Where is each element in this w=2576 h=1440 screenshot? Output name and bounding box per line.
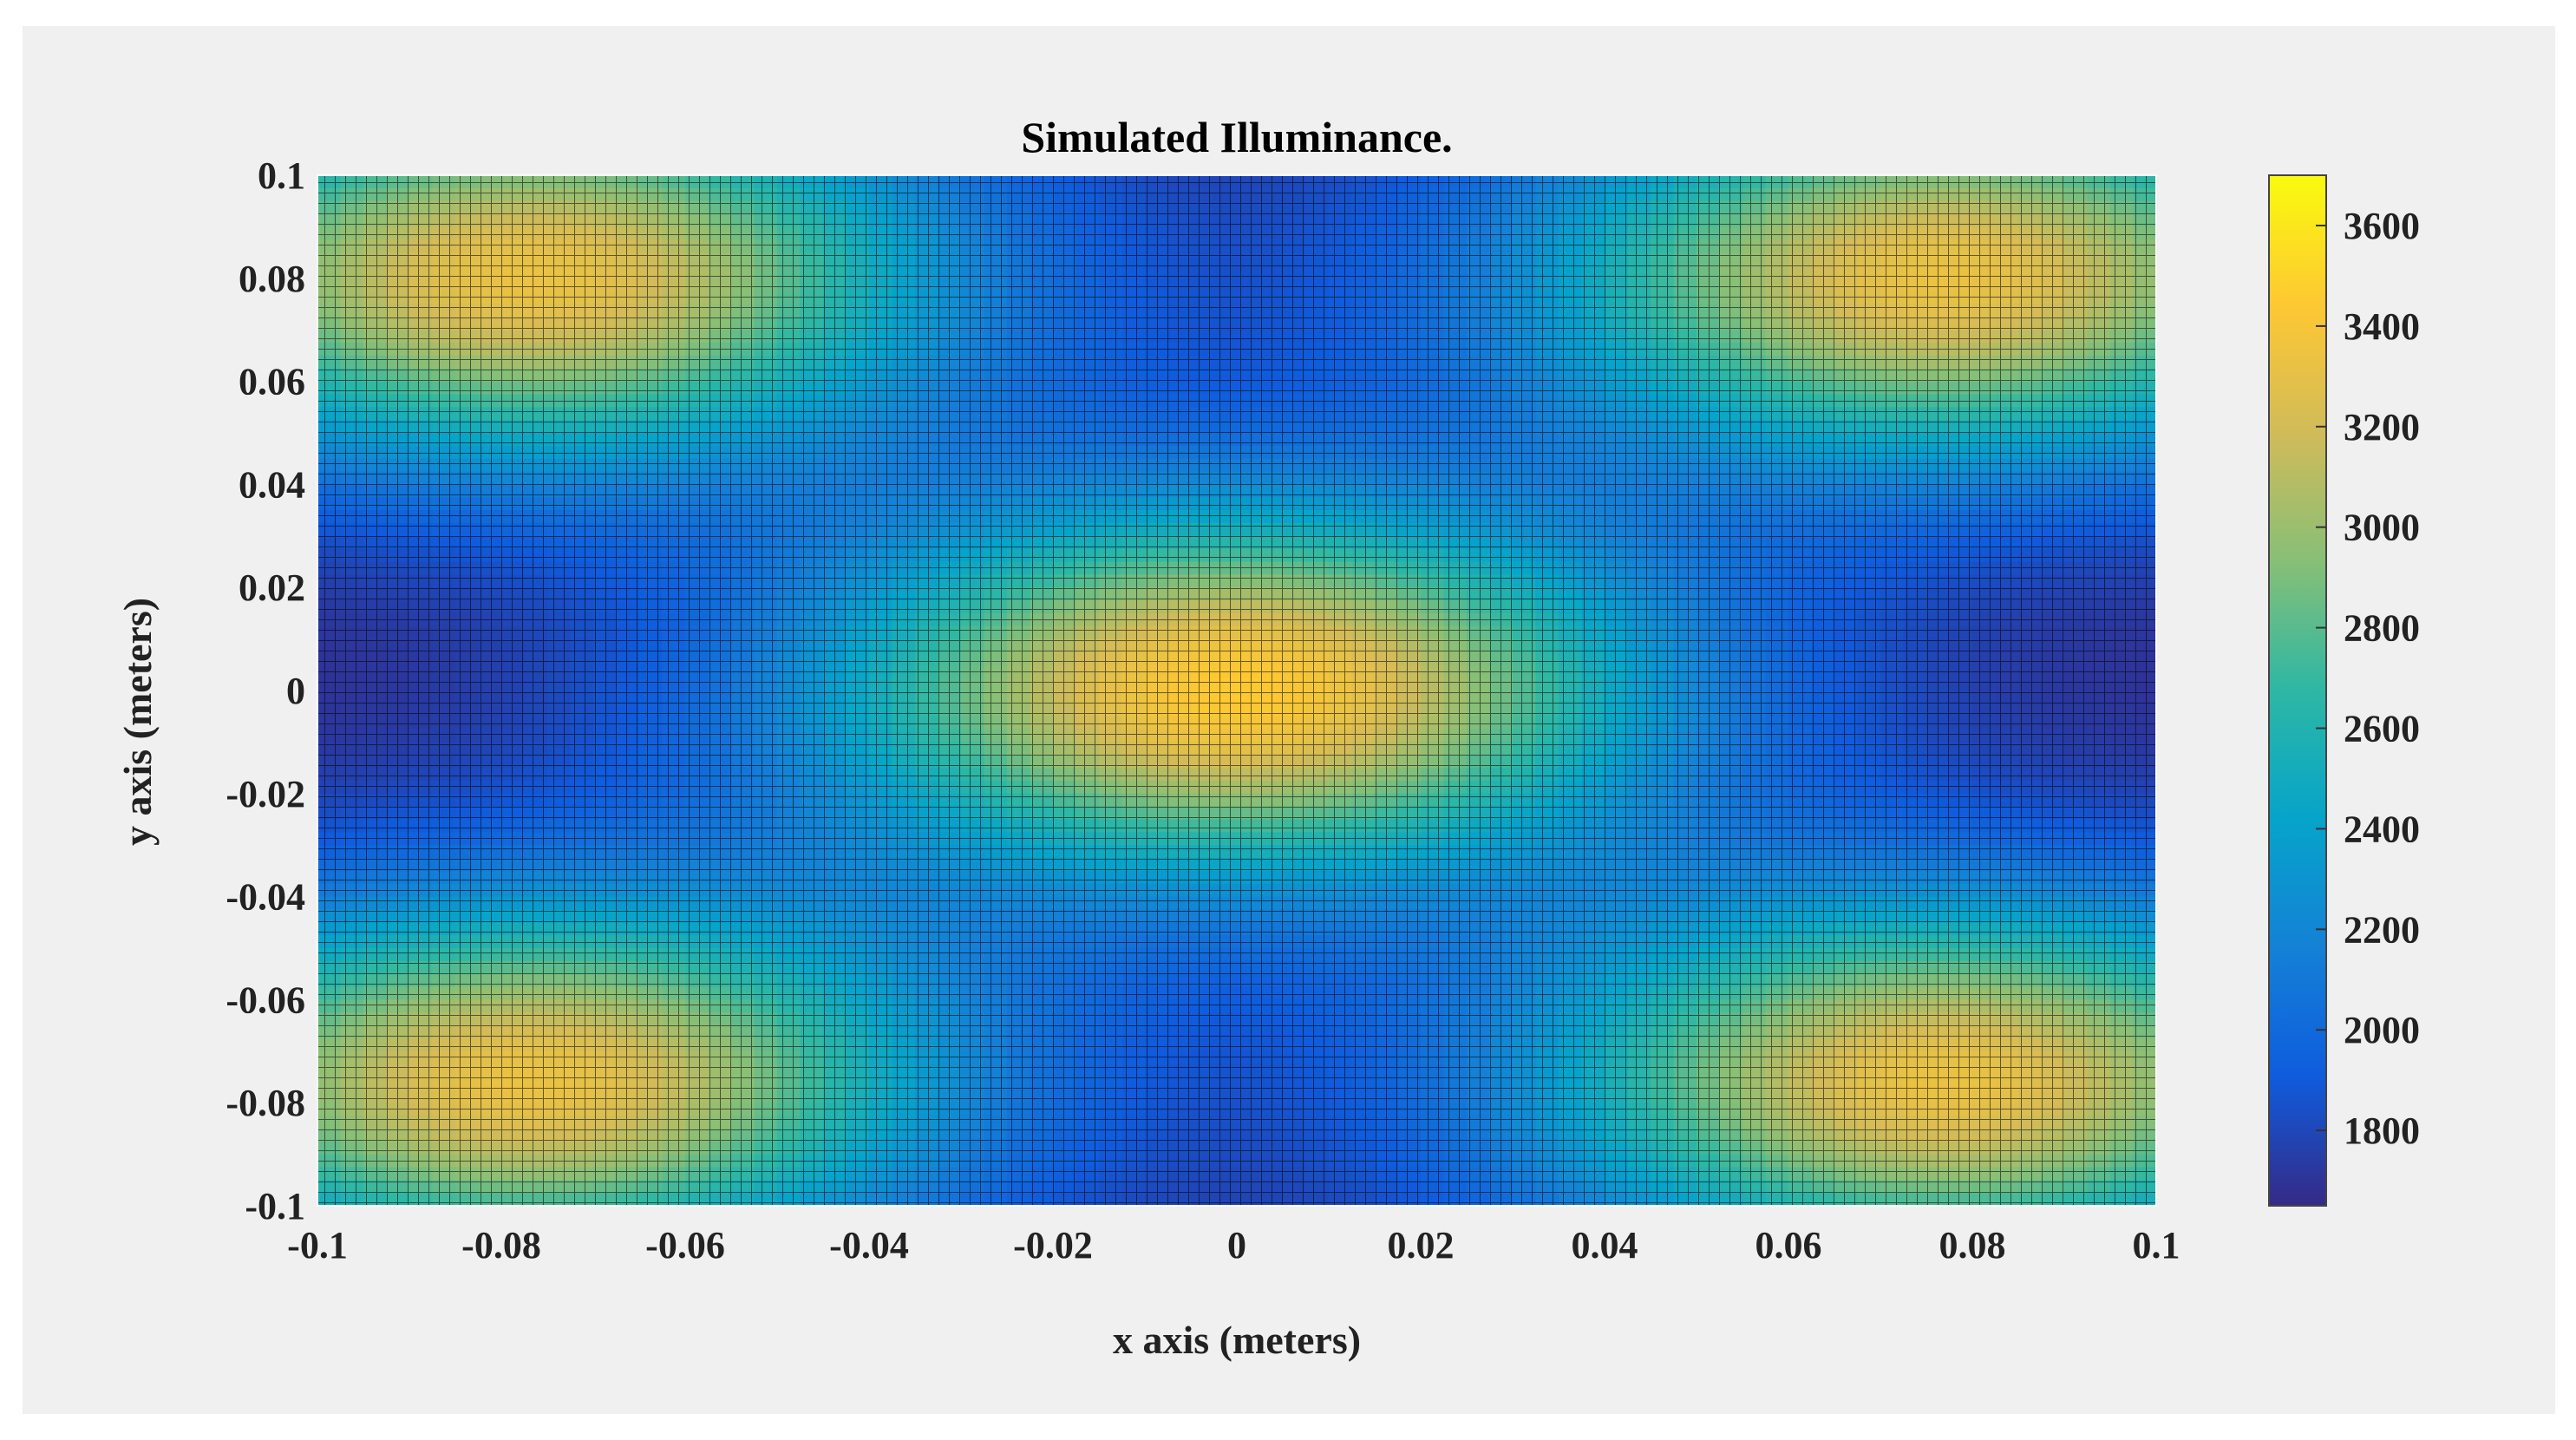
heatmap-chart: Simulated Illuminance. -0.1 -0.08 -0.06 -0.…	[115, 113, 2420, 1362]
figure-panel: Simulated Illuminance. -0.1 -0.08 -0.06 -0.…	[23, 26, 2555, 1414]
chart-title: Simulated Illuminance.	[1021, 113, 1452, 161]
